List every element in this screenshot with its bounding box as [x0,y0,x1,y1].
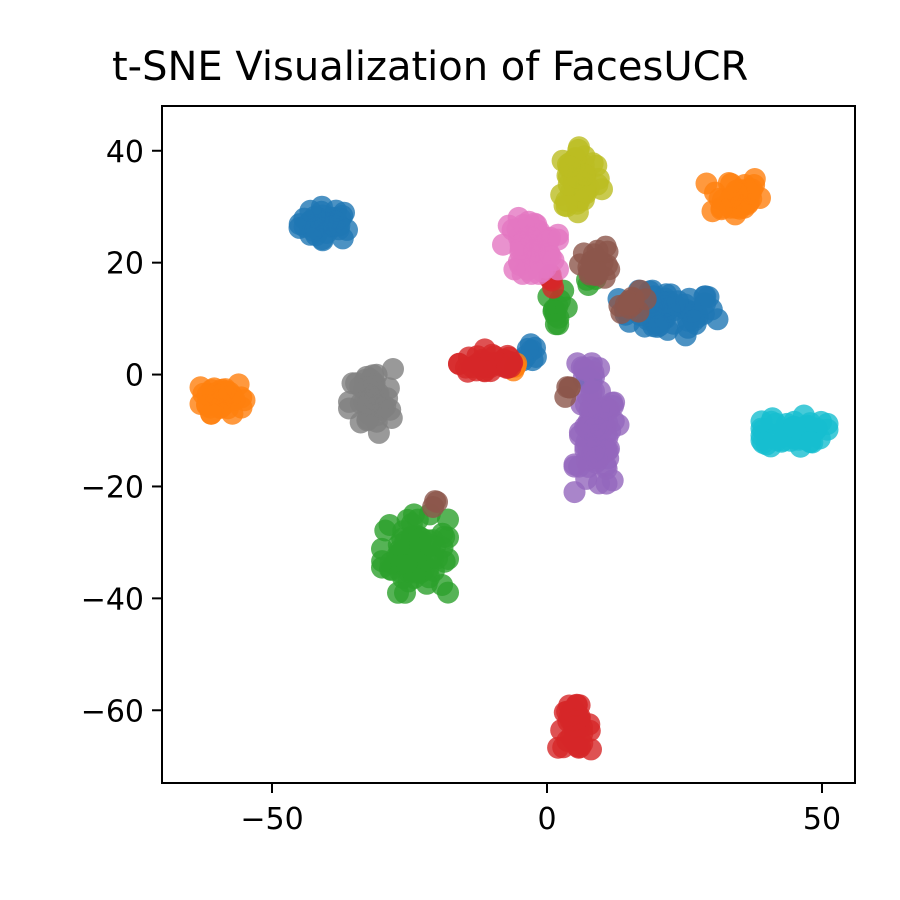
data-point [547,228,569,251]
data-point [682,309,705,332]
data-point [799,431,822,453]
data-point [555,296,578,319]
chart-title: t-SNE Visualization of FacesUCR [112,44,748,90]
data-point [218,381,241,404]
series-2 [371,265,607,604]
series-4 [563,352,630,504]
data-point [196,383,219,406]
data-point [560,708,583,731]
data-point [544,313,567,336]
series-8 [550,136,613,224]
y-tick-label: −60 [81,694,144,729]
data-point [521,227,544,250]
data-point [358,383,381,406]
data-point [378,514,401,536]
data-point [694,292,717,315]
data-point [497,356,519,379]
data-point [527,262,550,285]
data-point [580,356,603,379]
data-point [568,455,591,478]
data-point [422,496,445,518]
data-point [586,239,609,262]
x-tick-label: 0 [537,802,556,837]
series-9 [750,404,839,458]
data-point [461,356,484,379]
data-point [648,314,671,337]
data-point [481,343,504,366]
data-point [387,581,409,604]
data-point [816,412,839,435]
data-point [750,410,773,433]
data-point [387,534,410,556]
series-6 [492,206,569,285]
y-tick-label: −40 [81,582,144,617]
data-point [492,233,514,256]
data-point [200,402,223,425]
data-point [568,136,590,159]
data-point [720,186,743,208]
y-tick-label: 40 [106,135,144,170]
data-point [555,195,578,218]
series-1 [189,168,771,425]
data-point [556,376,579,399]
series-5 [422,235,657,518]
y-tick-label: −20 [81,470,144,505]
data-point [299,199,322,222]
data-point [379,398,402,421]
data-point [395,551,418,574]
plot-area-frame [161,105,856,784]
series-7 [338,358,404,444]
data-point [766,429,789,452]
x-axis: −50 0 50 [240,783,841,837]
data-point [580,738,602,761]
data-point [706,308,729,331]
data-point [584,415,607,438]
data-point [563,481,586,504]
data-point [558,155,581,178]
data-point [497,214,520,237]
data-point [560,725,583,748]
y-tick-label: 0 [125,359,144,394]
data-point [666,290,689,313]
data-point [578,261,601,284]
data-point [782,415,805,438]
y-tick-label: 20 [106,247,144,282]
points-layer [189,136,839,761]
data-point [585,446,608,469]
data-point [437,508,459,531]
data-point [587,398,610,421]
data-point [539,245,562,268]
data-point [356,408,379,430]
data-point [336,218,358,241]
series-3 [448,263,602,761]
data-point [419,534,442,557]
x-tick-label: −50 [240,802,303,837]
y-axis: 40 20 0 −20 −40 −60 [81,135,162,729]
x-tick-label: 50 [803,802,841,837]
data-point [634,288,657,311]
